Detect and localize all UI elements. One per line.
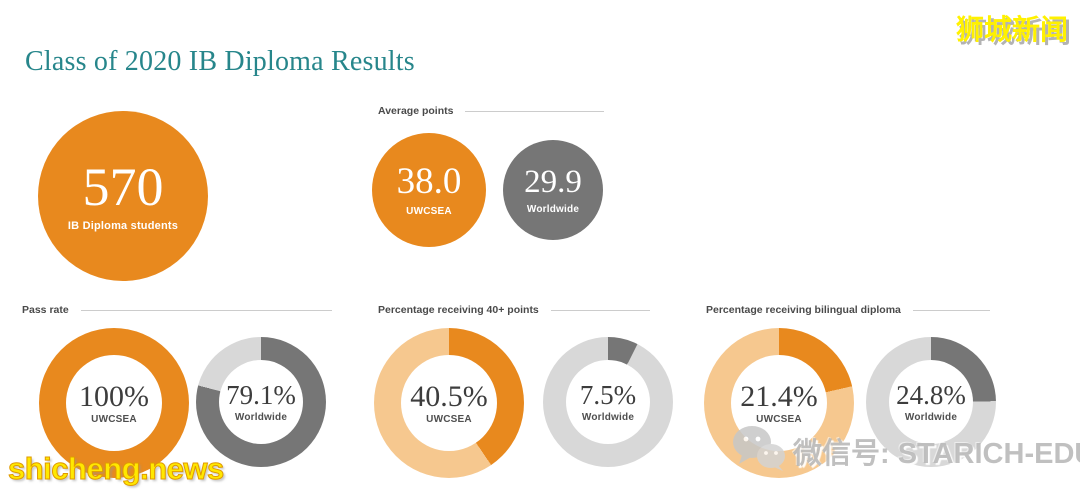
stat-circle-average-uwcsea: 38.0 UWCSEA xyxy=(372,133,486,247)
stat-circle-students: 570 IB Diploma students xyxy=(38,111,208,281)
40plus-worldwide-label: Worldwide xyxy=(581,411,635,423)
section-title: Average points xyxy=(378,105,454,117)
section-header-average-points: Average points xyxy=(378,104,604,118)
bilingual-worldwide-value: 24.8% xyxy=(896,380,966,411)
40plus-uwcsea-label: UWCSEA xyxy=(426,414,472,426)
bilingual-uwcsea-value: 21.4% xyxy=(740,379,818,413)
average-uwcsea-label: UWCSEA xyxy=(406,205,452,217)
bilingual-worldwide-label: Worldwide xyxy=(904,411,958,423)
donut-pass-rate-uwcsea: 100% UWCSEA xyxy=(39,328,189,478)
divider-line xyxy=(465,110,604,112)
divider-line xyxy=(912,309,990,311)
watermark-domain: shicheng.news xyxy=(8,451,225,487)
pass-rate-worldwide-label: Worldwide xyxy=(234,411,288,423)
donut-40plus-uwcsea: 40.5% UWCSEA xyxy=(374,328,524,478)
wechat-watermark: 微信号: STARICH-EDU xyxy=(731,424,1080,477)
section-header-pass-rate: Pass rate xyxy=(22,303,332,317)
average-uwcsea-value: 38.0 xyxy=(396,161,462,203)
pass-rate-uwcsea-label: UWCSEA xyxy=(91,414,137,426)
bilingual-uwcsea-label: UWCSEA xyxy=(756,414,802,426)
students-count: 570 xyxy=(82,157,164,218)
page-title: Class of 2020 IB Diploma Results xyxy=(25,46,415,77)
students-label: IB Diploma students xyxy=(67,219,179,232)
donut-bilingual-worldwide: 24.8% Worldwide xyxy=(866,337,996,467)
wechat-icon xyxy=(731,424,787,477)
section-title: Percentage receiving bilingual diploma xyxy=(706,304,901,316)
section-header-40plus-points: Percentage receiving 40+ points xyxy=(378,303,650,317)
40plus-worldwide-value: 7.5% xyxy=(579,380,637,411)
watermark-site-name: 狮城新闻 xyxy=(955,14,1068,45)
section-header-bilingual-diploma: Percentage receiving bilingual diploma xyxy=(706,303,990,317)
divider-line xyxy=(550,309,650,311)
pass-rate-worldwide-value: 79.1% xyxy=(226,380,296,411)
stat-circle-average-worldwide: 29.9 Worldwide xyxy=(503,140,603,240)
donut-pass-rate-worldwide: 79.1% Worldwide xyxy=(196,337,326,467)
wechat-id-text: 微信号: STARICH-EDU xyxy=(793,437,1080,470)
divider-line xyxy=(80,309,332,311)
40plus-uwcsea-value: 40.5% xyxy=(410,379,488,413)
average-worldwide-label: Worldwide xyxy=(526,203,580,215)
section-title: Pass rate xyxy=(22,304,69,316)
pass-rate-uwcsea-value: 100% xyxy=(79,379,149,413)
average-worldwide-value: 29.9 xyxy=(524,164,582,201)
donut-40plus-worldwide: 7.5% Worldwide xyxy=(543,337,673,467)
section-title: Percentage receiving 40+ points xyxy=(378,304,539,316)
